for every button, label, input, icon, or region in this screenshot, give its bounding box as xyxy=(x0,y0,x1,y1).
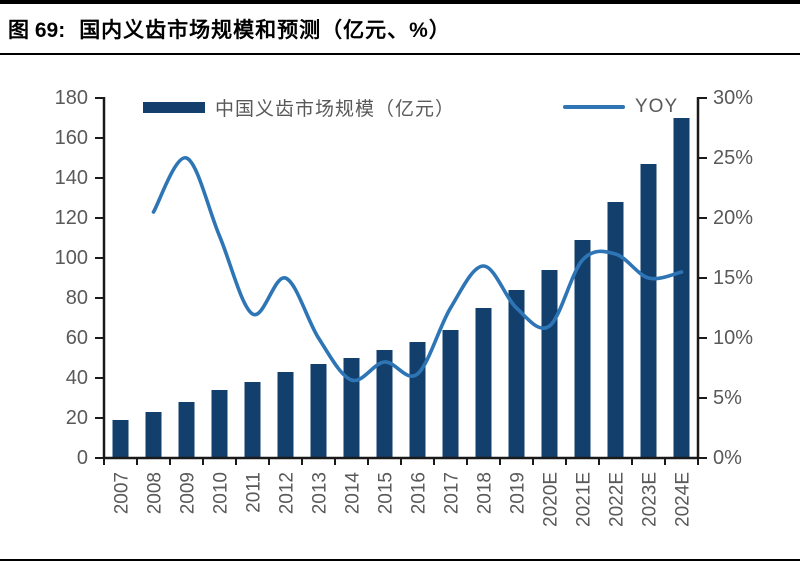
bar xyxy=(145,412,162,458)
bar xyxy=(112,420,129,458)
yoy-line xyxy=(151,156,684,383)
figure-title: 国内义齿市场规模和预测（亿元、%） xyxy=(79,18,451,42)
left-axis-tick-label: 20 xyxy=(66,407,88,429)
x-axis-label: 2017 xyxy=(442,472,463,514)
bar xyxy=(277,372,294,458)
x-axis-label: 2013 xyxy=(310,472,331,514)
x-axis-label: 2015 xyxy=(376,472,397,514)
bar xyxy=(409,342,426,458)
bar xyxy=(541,270,558,458)
right-axis-tick-label: 10% xyxy=(713,327,753,349)
right-axis-tick-label: 0% xyxy=(713,447,742,469)
bar xyxy=(310,364,327,458)
left-axis-tick-label: 160 xyxy=(55,127,88,149)
left-axis-tick-label: 180 xyxy=(55,87,88,109)
left-axis-tick-label: 140 xyxy=(55,167,88,189)
x-axis-label: 2008 xyxy=(145,472,166,514)
x-axis-label: 2014 xyxy=(343,472,364,515)
right-axis-tick-label: 15% xyxy=(713,267,753,289)
x-axis-label: 2009 xyxy=(178,472,199,514)
bar xyxy=(442,330,459,458)
figure-header: 图 69: 国内义齿市场规模和预测（亿元、%） xyxy=(0,4,800,55)
x-axis-label: 2021E xyxy=(574,472,595,527)
left-axis-tick-label: 80 xyxy=(66,287,88,309)
right-axis-tick-label: 30% xyxy=(713,87,753,109)
x-axis-label: 2018 xyxy=(475,472,496,514)
left-axis-tick-label: 100 xyxy=(55,247,88,269)
figure-bottom-rule xyxy=(0,559,800,561)
bar xyxy=(673,118,690,458)
x-axis-label: 2011 xyxy=(244,472,265,513)
left-axis-tick-label: 120 xyxy=(55,207,88,229)
figure-number: 图 69: xyxy=(8,18,66,42)
x-axis-label: 2019 xyxy=(508,472,529,514)
bar xyxy=(574,240,591,458)
x-axis-label: 2012 xyxy=(277,472,298,514)
x-axis-label: 2024E xyxy=(673,472,694,527)
chart-svg: 0 20 40 60 80 100 120 140 160 180 0% 5% 10% 15% 20% 25%… xyxy=(55,87,754,527)
bar xyxy=(508,290,525,458)
chart-area: 0 20 40 60 80 100 120 140 160 180 0% 5% 10% 15% 20% 25%… xyxy=(0,60,800,560)
bar xyxy=(475,308,492,458)
bar xyxy=(343,358,360,458)
figure-top-rule xyxy=(0,0,800,4)
x-axis-label: 2010 xyxy=(211,472,232,514)
right-axis-tick-label: 20% xyxy=(713,207,753,229)
right-axis-tick-label: 25% xyxy=(713,147,753,169)
bar xyxy=(607,202,624,458)
bar xyxy=(178,402,195,458)
bar xyxy=(211,390,228,458)
left-axis-tick-label: 0 xyxy=(77,447,88,469)
x-axis-label: 2007 xyxy=(112,472,133,514)
bar xyxy=(376,350,393,458)
x-axis-label: 2022E xyxy=(607,472,628,527)
x-axis-label: 2020E xyxy=(541,472,562,527)
x-axis-label: 2016 xyxy=(409,472,430,514)
left-axis-tick-label: 60 xyxy=(66,327,88,349)
left-axis-tick-label: 40 xyxy=(66,367,88,389)
bar xyxy=(244,382,261,458)
x-axis-label: 2023E xyxy=(640,472,661,527)
bar xyxy=(640,164,657,458)
right-axis-tick-label: 5% xyxy=(713,387,742,409)
